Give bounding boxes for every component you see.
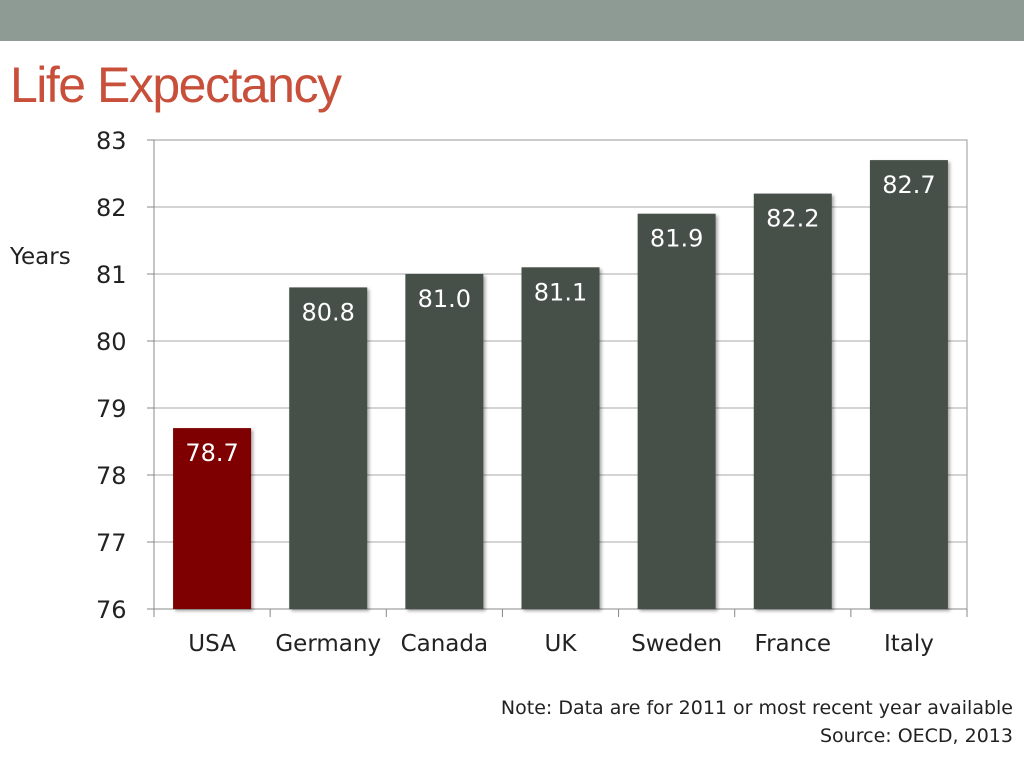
y-tick-label: 79: [96, 395, 127, 423]
bar-chart: 76 77 78 79 80 81 82 83 78.7 USA 80.8 Germany 81.0 Ca…: [96, 127, 968, 657]
x-tick-label: Sweden: [631, 631, 722, 657]
source-text: Source: OECD, 2013: [820, 725, 1013, 747]
data-label: 78.7: [185, 439, 238, 467]
data-label: 82.7: [882, 171, 935, 199]
x-tick-label: Canada: [401, 631, 489, 657]
data-label: 80.8: [301, 298, 354, 326]
chart-footnote: Note: Data are for 2011 or most recent y…: [501, 694, 1013, 750]
y-tick-label: 77: [96, 529, 127, 557]
x-tick-label: France: [755, 631, 831, 657]
x-tick-label: UK: [545, 631, 578, 657]
bar-canada: [405, 274, 484, 609]
y-tick-label: 81: [96, 261, 127, 289]
bar-italy: [869, 160, 948, 609]
y-tick-label: 82: [96, 194, 127, 222]
data-label: 81.9: [650, 225, 703, 253]
note-text: Note: Data are for 2011 or most recent y…: [500, 697, 1013, 719]
bar-france: [753, 193, 832, 609]
bar-germany: [289, 287, 368, 609]
bar-uk: [521, 267, 600, 609]
x-tick-label: Italy: [884, 631, 934, 657]
y-axis-label: Years: [10, 244, 71, 270]
bar-usa: [173, 428, 252, 609]
y-tick-label: 76: [96, 596, 127, 624]
data-label: 82.2: [766, 205, 819, 233]
x-tick-label: USA: [188, 631, 236, 657]
slide-title: Life Expectancy: [10, 57, 342, 113]
data-label: 81.0: [418, 285, 471, 313]
y-tick-label: 83: [96, 127, 127, 155]
data-label: 81.1: [534, 278, 587, 306]
y-tick-label: 80: [96, 328, 127, 356]
bar-sweden: [637, 213, 716, 609]
y-tick-label: 78: [96, 462, 127, 490]
x-tick-label: Germany: [275, 631, 381, 657]
header-band: [0, 0, 1024, 41]
